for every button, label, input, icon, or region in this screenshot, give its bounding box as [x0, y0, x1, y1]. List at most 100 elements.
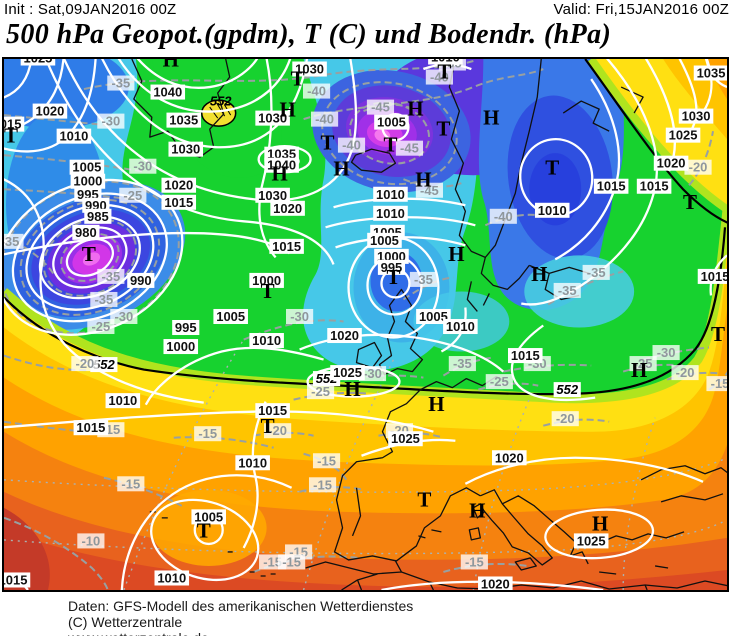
temperature-label: -35 — [111, 76, 130, 91]
low-marker: T — [321, 131, 335, 155]
pressure-label: 1015 — [272, 239, 301, 254]
pressure-label-box — [377, 259, 406, 275]
temperature-label: -35 — [558, 283, 577, 298]
pressure-label-box — [388, 431, 423, 447]
high-marker: H — [407, 97, 423, 121]
pressure-label: 1020 — [495, 450, 524, 465]
weather-map: 552 552 552 552 -35 -30 -30 -25 -40 -40 -45 -40 -45… — [2, 57, 729, 592]
pressure-label: 1000 — [252, 273, 281, 288]
high-marker: H — [415, 168, 431, 192]
pressure-label: 1005 — [72, 160, 101, 175]
pressure-label-box — [163, 339, 199, 355]
footer-data-source: Daten: GFS-Modell des amerikanischen Wet… — [68, 598, 414, 614]
temperature-label: -35 — [94, 292, 113, 307]
high-marker: H — [163, 59, 179, 72]
pressure-label: 1040 — [267, 158, 296, 173]
pressure-label: 1035 — [697, 66, 726, 81]
pressure-label: 995 — [381, 260, 403, 275]
pressure-label-box — [292, 61, 327, 77]
pressure-label-box — [373, 186, 408, 202]
pressure-label: 1010 — [238, 455, 267, 470]
pressure-label-box — [20, 59, 56, 66]
temperature-label-box — [460, 554, 488, 570]
header-row: Init : Sat,09JAN2016 00Z Valid: Fri,15JA… — [4, 1, 729, 18]
pressure-label-box — [443, 318, 478, 335]
pressure-label: 1010 — [446, 319, 475, 334]
temperature-label: -20 — [689, 160, 708, 175]
temperature-label-box — [302, 83, 331, 99]
pressure-label: 1030 — [682, 109, 711, 124]
pressure-label-box — [249, 272, 284, 288]
pressure-label: 1005 — [370, 233, 399, 248]
temperature-label: -45 — [400, 141, 419, 156]
footer-credits: Daten: GFS-Modell des amerikanischen Wet… — [68, 598, 413, 636]
temperature-label: -15 — [121, 476, 140, 491]
pressure-label-box — [373, 205, 408, 221]
pressure-label-box — [4, 572, 31, 588]
pressure-label: 1010 — [108, 393, 137, 408]
pressure-label: 1015 — [4, 572, 27, 587]
temperature-label: -20 — [556, 411, 575, 426]
low-marker: T — [711, 322, 725, 346]
pressure-label-box — [213, 308, 248, 324]
temperature-label: -45 — [371, 100, 390, 115]
pressure-label: 1040 — [153, 85, 182, 100]
high-marker: H — [631, 358, 647, 382]
pressure-label: 1010 — [431, 59, 460, 65]
temperature-label-box — [438, 59, 466, 71]
footer-copyright: (C) Wetterzentrale — [68, 614, 183, 630]
temperature-label-box — [97, 113, 125, 129]
temperature-label-box — [194, 426, 222, 442]
temperature-label: -35 — [587, 265, 606, 280]
pressure-label: 1025 — [669, 128, 698, 143]
pressure-label-box — [270, 200, 305, 216]
temperature-label: -40 — [430, 70, 449, 85]
pressure-label-box — [166, 112, 202, 128]
high-marker: H — [428, 392, 444, 416]
pressure-label: 1020 — [330, 328, 359, 343]
temperature-label: -25 — [91, 319, 110, 334]
low-marker: T — [261, 414, 275, 438]
temperature-label: -15 — [282, 554, 301, 569]
pressure-label: 1010 — [376, 187, 405, 202]
geopotential-label: 552 — [556, 382, 578, 397]
pressure-label-box — [32, 103, 68, 119]
temperature-label-box — [425, 69, 453, 85]
pressure-label-box — [264, 157, 299, 173]
pressure-label: 990 — [130, 273, 152, 288]
pressure-label: 1030 — [258, 111, 287, 126]
temperature-label-box — [489, 208, 517, 224]
temperature-label-box — [706, 376, 727, 392]
low-marker: T — [437, 60, 451, 84]
temperature-label: -35 — [101, 269, 120, 284]
pressure-label: 1015 — [164, 195, 193, 210]
temperature-label: -15 — [313, 477, 332, 492]
temperature-label: -35 — [414, 272, 433, 287]
pressure-label: 995 — [175, 320, 197, 335]
pressure-label: 1015 — [4, 117, 21, 132]
temperature-label-box — [278, 554, 306, 570]
low-marker: T — [4, 124, 18, 148]
temperature-label-box — [264, 423, 292, 439]
temperature-label-box — [582, 264, 610, 280]
pressure-label-box — [249, 333, 284, 349]
temperature-label-box — [310, 111, 339, 127]
temperature-label-box — [358, 366, 387, 382]
high-marker: H — [531, 262, 547, 286]
pressure-labels: 1025102010151010100510009959909859801040… — [4, 59, 727, 590]
temperature-label-box — [312, 453, 341, 469]
temperature-label: -30 — [133, 159, 152, 174]
pressure-label-box — [172, 319, 200, 336]
pressure-label-box — [105, 393, 141, 409]
pressure-label-box — [665, 127, 701, 143]
temperature-label-box — [77, 533, 105, 549]
pressure-label: 1030 — [295, 62, 324, 77]
temperature-label-box — [485, 374, 513, 390]
low-marker: T — [291, 67, 305, 91]
pressure-label: 1010 — [376, 206, 405, 221]
pressure-label: 1010 — [538, 203, 567, 218]
pressure-label-box — [127, 272, 155, 288]
temperature-label-box — [308, 477, 337, 493]
pressure-label-box — [636, 178, 672, 194]
pressure-label-box — [191, 509, 226, 525]
